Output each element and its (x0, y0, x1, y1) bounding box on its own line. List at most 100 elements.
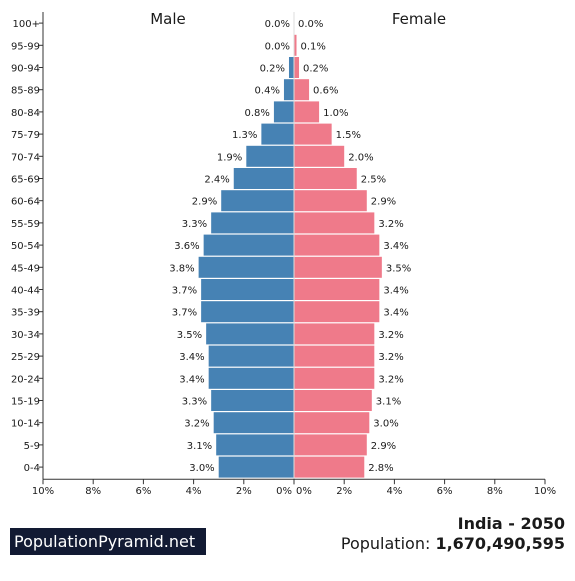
population-value: 1,670,490,595 (435, 534, 565, 553)
male-bar (201, 279, 294, 300)
male-bar (203, 234, 294, 256)
population-label: Population: (340, 534, 431, 553)
female-bar (294, 190, 367, 212)
female-value-label: 3.1% (376, 397, 401, 408)
female-bar (294, 301, 380, 323)
female-bar (294, 390, 372, 411)
x-tick-label: 4% (186, 486, 202, 497)
female-bar (294, 79, 310, 101)
x-tick-label: 8% (85, 486, 101, 497)
male-value-label: 0.0% (265, 41, 290, 52)
female-bar (294, 434, 367, 456)
female-bar (294, 168, 357, 189)
age-group-label: 15-19 (11, 397, 40, 408)
population-summary: Population: 1,670,490,595 (341, 534, 565, 553)
male-value-label: 2.4% (204, 175, 229, 186)
male-value-label: 3.3% (182, 397, 207, 408)
male-bar (218, 456, 294, 478)
female-value-label: 3.5% (386, 263, 411, 274)
female-value-label: 0.6% (313, 86, 338, 97)
male-value-label: 3.7% (172, 286, 197, 297)
male-value-label: 0.4% (255, 86, 280, 97)
female-bar (294, 234, 380, 256)
male-bar (211, 390, 294, 411)
male-value-label: 2.9% (192, 197, 217, 208)
age-group-label: 55-59 (11, 219, 40, 230)
male-value-label: 0.0% (265, 19, 290, 30)
male-bar (208, 345, 294, 367)
male-bar (208, 367, 294, 389)
female-bar (294, 279, 380, 300)
female-bar (294, 145, 345, 167)
female-bar (294, 123, 332, 145)
age-group-label: 100+ (13, 19, 40, 30)
age-group-label: 40-44 (11, 286, 40, 297)
x-tick-label: 2% (236, 486, 252, 497)
female-bar (294, 323, 375, 345)
female-value-label: 3.2% (378, 219, 403, 230)
male-value-label: 3.5% (177, 330, 202, 341)
x-tick-label: 2% (336, 486, 352, 497)
male-bar (288, 57, 294, 78)
age-group-label: 90-94 (11, 64, 40, 75)
female-value-label: 3.4% (383, 241, 408, 252)
female-bar (294, 367, 375, 389)
x-tick-label: 0% (276, 486, 292, 497)
male-bar (198, 256, 294, 278)
age-group-label: 45-49 (11, 263, 40, 274)
female-value-label: 2.9% (371, 197, 396, 208)
x-tick-label: 4% (386, 486, 402, 497)
male-series-label: Male (150, 10, 186, 28)
age-group-label: 30-34 (11, 330, 40, 341)
x-tick-label: 10% (534, 486, 556, 497)
x-tick-label: 6% (437, 486, 453, 497)
age-group-label: 65-69 (11, 175, 40, 186)
female-value-label: 1.0% (323, 108, 348, 119)
male-bar (213, 412, 294, 434)
female-value-label: 2.9% (371, 441, 396, 452)
female-bar (294, 212, 375, 234)
age-group-label: 75-79 (11, 130, 40, 141)
male-value-label: 1.9% (217, 152, 242, 163)
age-group-label: 70-74 (11, 152, 40, 163)
age-group-label: 25-29 (11, 352, 40, 363)
male-value-label: 3.8% (169, 263, 194, 274)
male-value-label: 3.1% (187, 441, 212, 452)
male-bar (246, 145, 294, 167)
male-value-label: 1.3% (232, 130, 257, 141)
female-bar (294, 345, 375, 367)
female-bar (294, 57, 300, 78)
female-value-label: 0.0% (298, 19, 323, 30)
male-bar (233, 168, 294, 189)
male-value-label: 3.0% (189, 463, 214, 474)
male-bar (283, 79, 294, 101)
age-group-label: 50-54 (11, 241, 40, 252)
female-value-label: 3.4% (383, 286, 408, 297)
age-group-label: 35-39 (11, 308, 40, 319)
male-value-label: 3.4% (179, 374, 204, 385)
logo-text: PopulationPyramid.net (14, 532, 196, 551)
male-bar (206, 323, 294, 345)
female-value-label: 1.5% (336, 130, 361, 141)
female-bar (294, 256, 382, 278)
x-tick-label: 6% (135, 486, 151, 497)
male-bar (211, 212, 294, 234)
male-bar (221, 190, 294, 212)
age-group-label: 5-9 (24, 441, 40, 452)
male-value-label: 0.2% (260, 64, 285, 75)
male-value-label: 3.2% (184, 419, 209, 430)
female-value-label: 0.1% (301, 41, 326, 52)
female-value-label: 3.2% (378, 374, 403, 385)
age-group-label: 80-84 (11, 108, 40, 119)
female-bar (294, 34, 297, 56)
age-group-label: 95-99 (11, 41, 40, 52)
site-logo[interactable]: PopulationPyramid.net (10, 528, 206, 555)
female-series-label: Female (392, 10, 446, 28)
female-value-label: 2.5% (361, 175, 386, 186)
male-value-label: 3.4% (179, 352, 204, 363)
age-group-label: 60-64 (11, 197, 40, 208)
age-group-label: 10-14 (11, 419, 40, 430)
female-value-label: 2.0% (348, 152, 373, 163)
male-value-label: 3.3% (182, 219, 207, 230)
female-value-label: 3.2% (378, 330, 403, 341)
